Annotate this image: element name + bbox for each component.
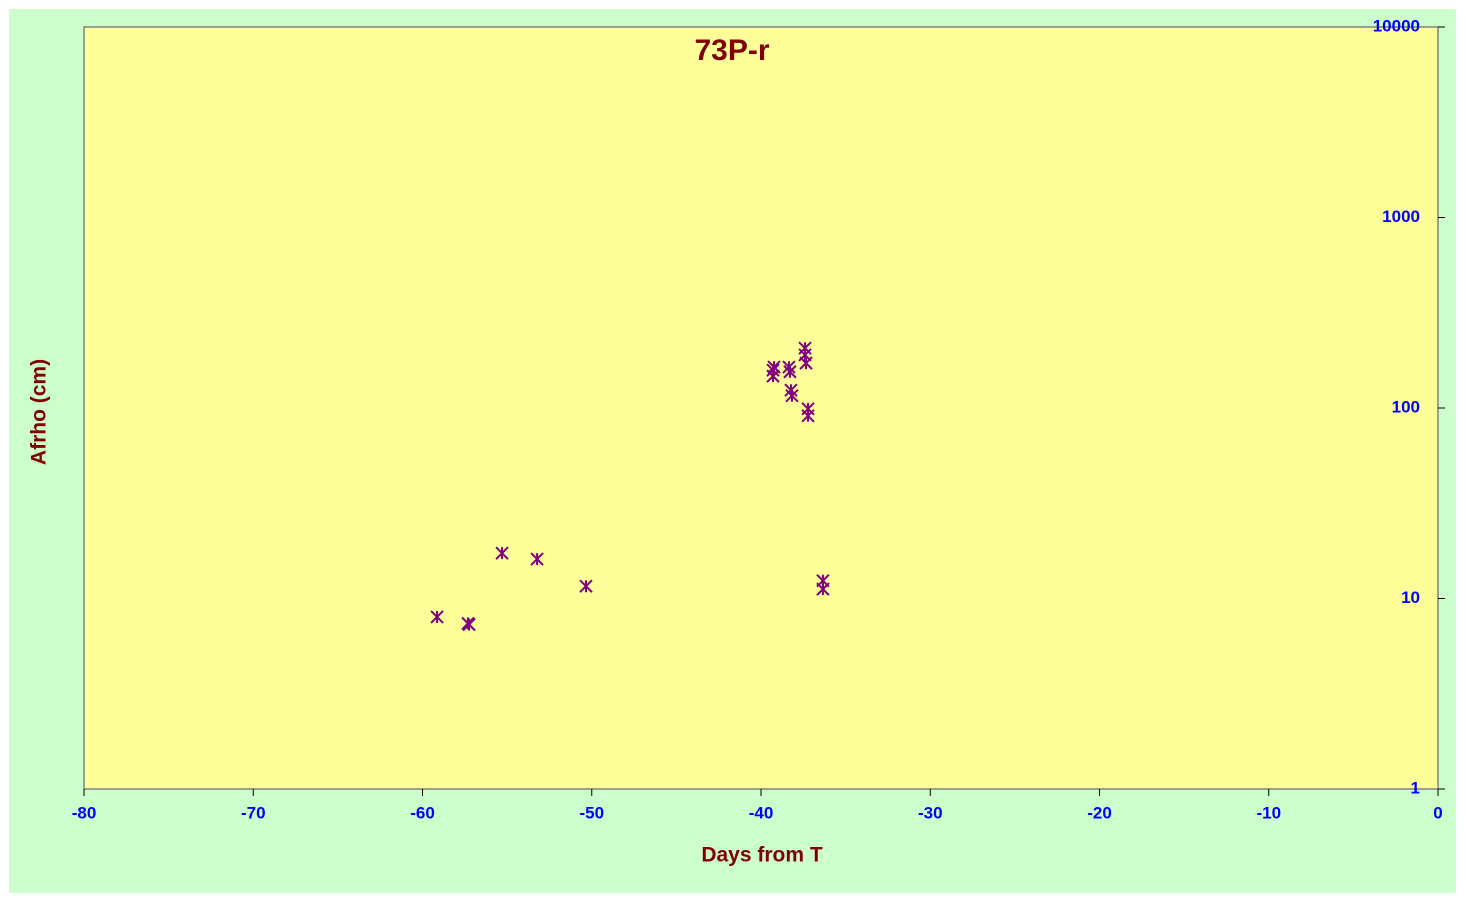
y-tick-label: 10 <box>1401 588 1420 607</box>
point <box>430 610 444 624</box>
point <box>462 617 476 632</box>
x-tick-label: 0 <box>1433 803 1442 822</box>
x-tick-label: -30 <box>918 803 943 822</box>
point <box>495 546 509 560</box>
y-axis-label: Afrho (cm) <box>28 359 51 465</box>
point <box>579 579 593 593</box>
x-tick-label: -80 <box>72 803 97 822</box>
x-tick-label: -60 <box>410 803 435 822</box>
point <box>767 360 781 374</box>
chart-title: 73P-r <box>694 34 769 67</box>
x-tick-label: -50 <box>579 803 604 822</box>
y-tick-label: 1 <box>1411 778 1420 797</box>
x-tick-label: -10 <box>1256 803 1281 822</box>
point <box>799 356 813 370</box>
x-tick-label: -20 <box>1087 803 1112 822</box>
x-axis-label: Days from T <box>701 844 823 867</box>
point <box>530 552 544 566</box>
point <box>783 365 797 379</box>
x-tick-label: -70 <box>241 803 266 822</box>
point <box>816 582 830 596</box>
point <box>801 409 815 423</box>
y-tick-label: 1000 <box>1382 207 1420 226</box>
point <box>785 389 799 403</box>
x-tick-label: -40 <box>749 803 774 822</box>
y-tick-label: 10000 <box>1373 16 1420 35</box>
plot-area <box>83 26 1439 790</box>
y-tick-label: 100 <box>1392 397 1420 416</box>
